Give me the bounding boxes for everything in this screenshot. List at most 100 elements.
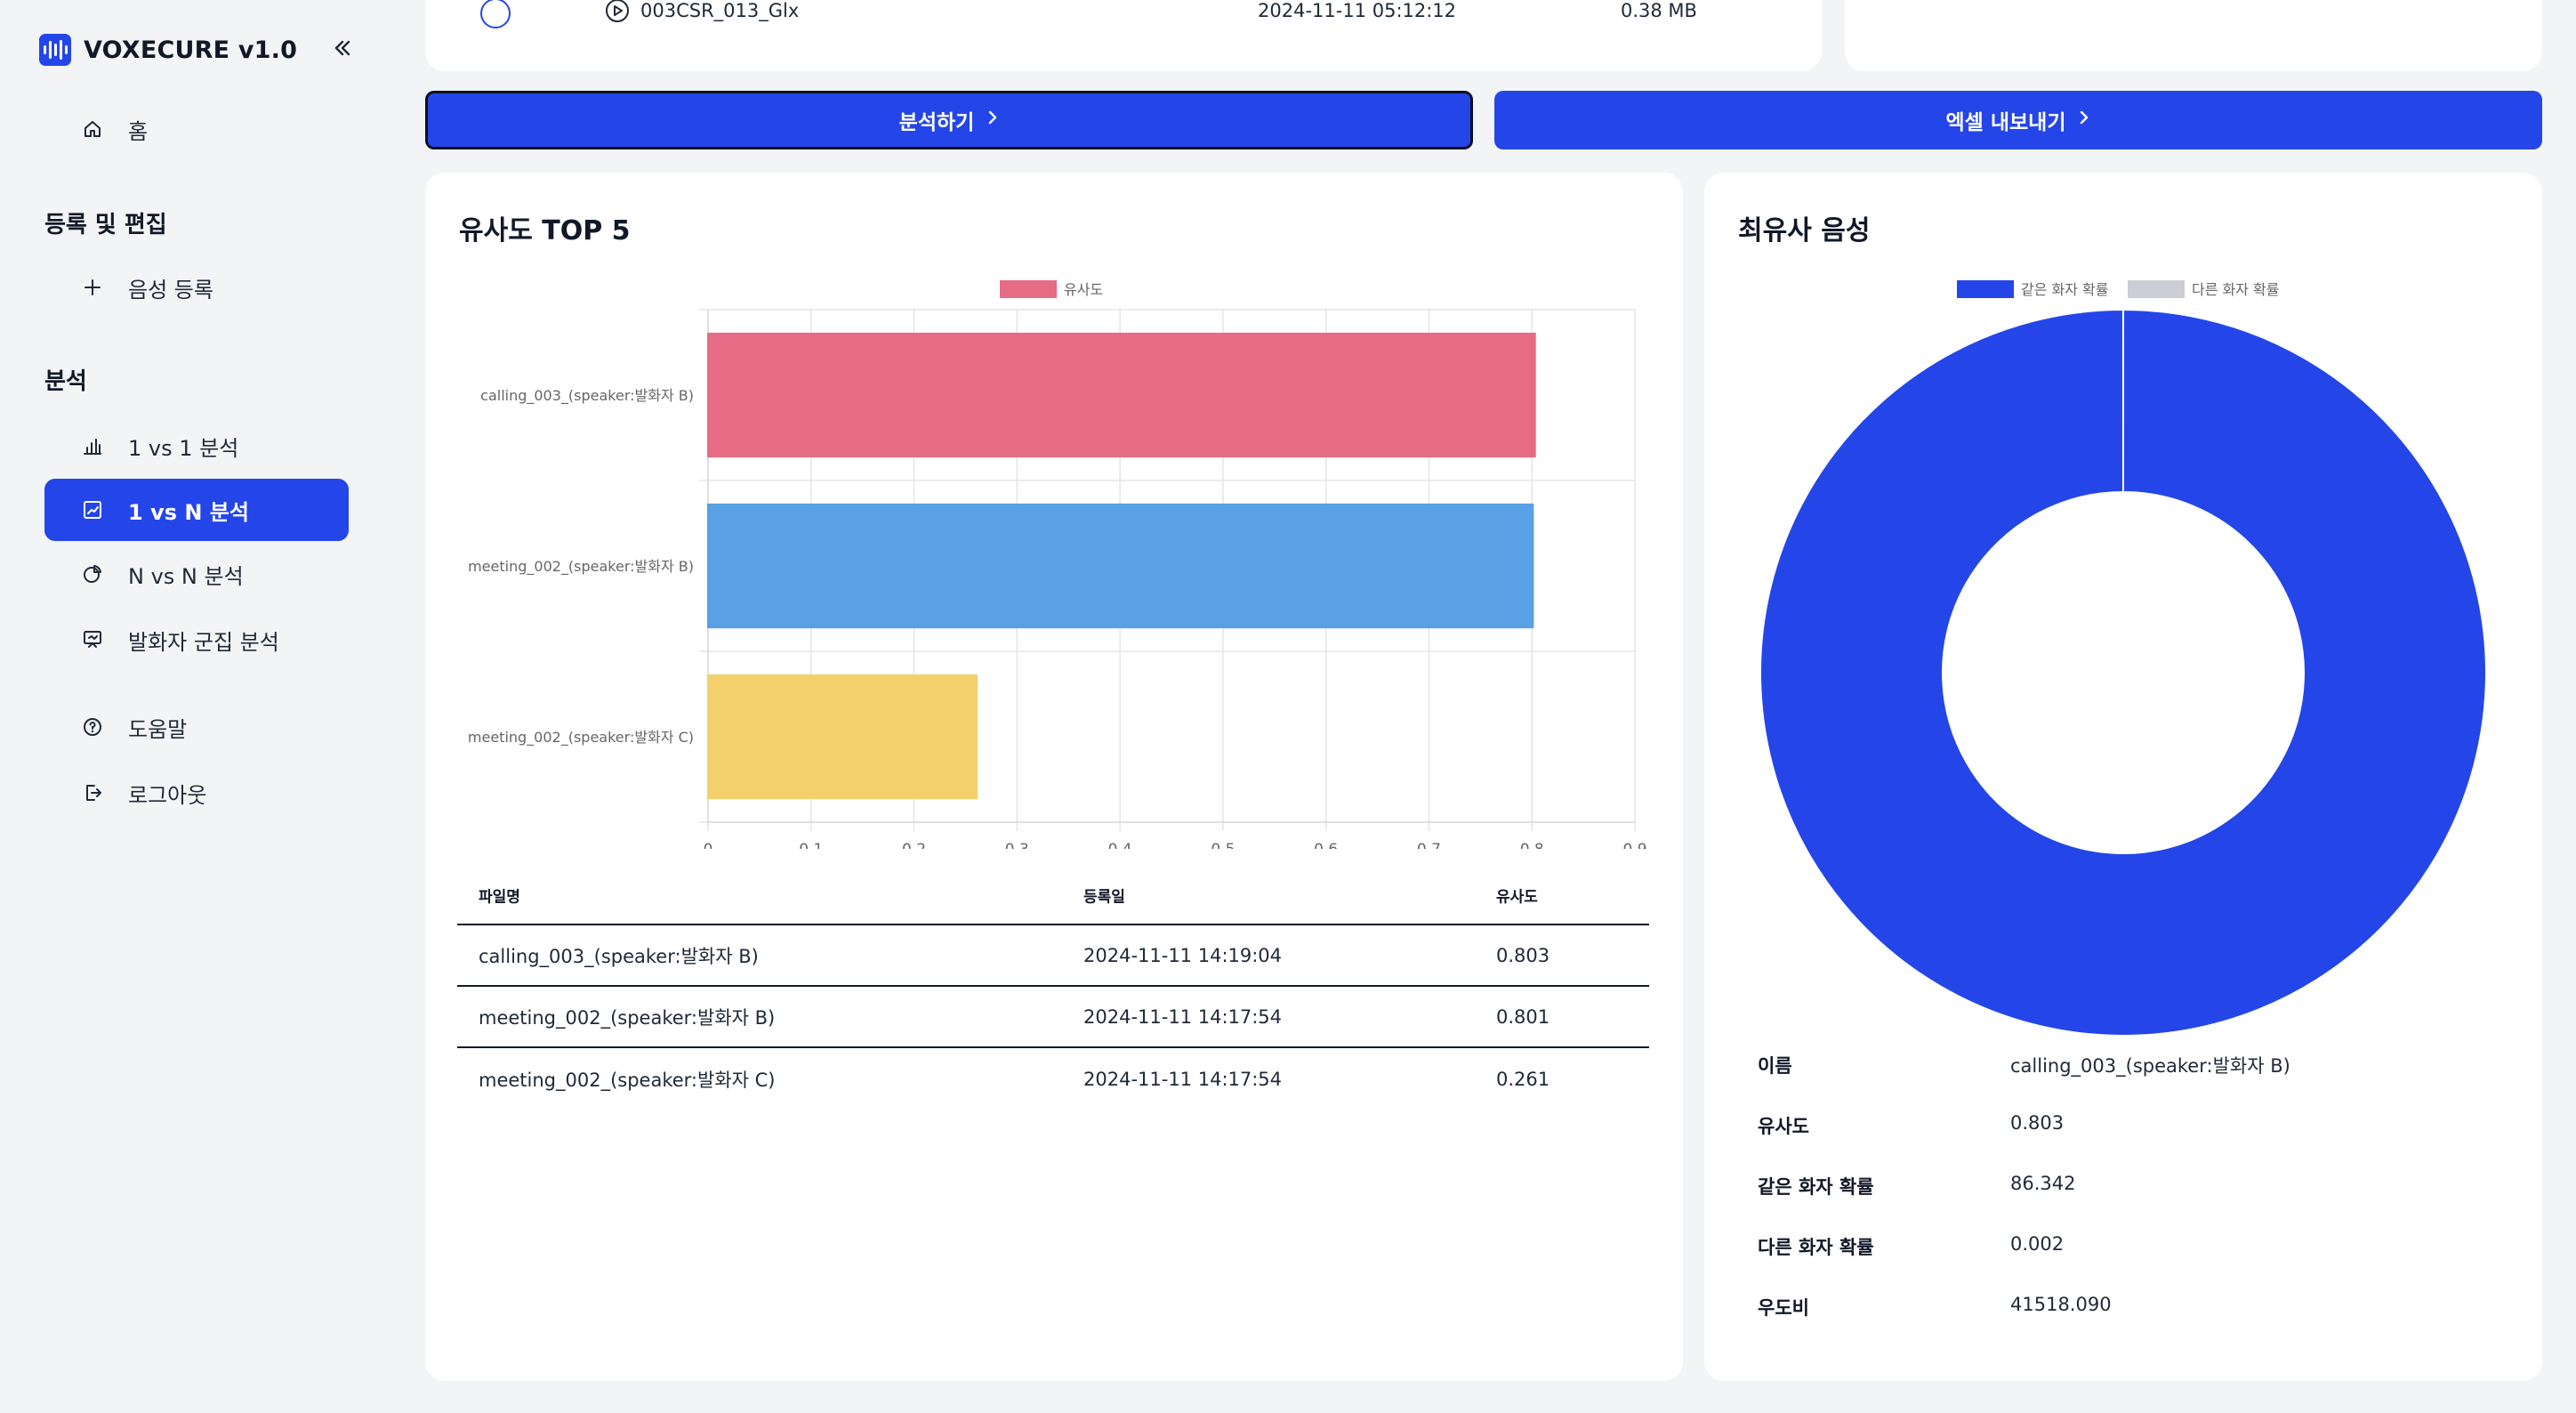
similarity-card-title: 유사도 TOP 5 — [459, 215, 631, 246]
nav-help-label: 도움말 — [128, 716, 188, 742]
info-value: 0.002 — [2010, 1233, 2065, 1255]
file-list-card: 003CSR_013_Glx 2024-11-11 05:12:12 0.38 … — [425, 0, 1822, 71]
info-row-name: 이름 calling_003_(speaker:발화자 B) — [1758, 1052, 2505, 1112]
nav-logout[interactable]: 로그아웃 — [44, 762, 206, 824]
sidebar: VOXECURE v1.0 홈 등록 및 편집 음성 등록 분석 1 vs 1 … — [0, 0, 391, 1413]
info-value: 86.342 — [2010, 1173, 2076, 1194]
x-tick-label: 0.6 — [1314, 841, 1338, 849]
col-similarity: 유사도 — [1496, 888, 1538, 907]
collapse-sidebar-button[interactable] — [329, 34, 356, 62]
nav-speaker-cluster-analysis[interactable]: 발화자 군집 분석 — [44, 609, 349, 671]
y-tick-label: meeting_002_(speaker:발화자 B) — [468, 558, 694, 576]
nav-register-voice-label: 음성 등록 — [128, 277, 213, 303]
row-file-name: calling_003_(speaker:발화자 B) — [479, 945, 759, 967]
x-tick-label: 0.9 — [1622, 841, 1646, 849]
file-name: 003CSR_013_Glx — [640, 0, 800, 21]
similarity-top5-card: 유사도 TOP 5 유사도 0 0.1 0.2 0.3 0.4 0.5 0.6 0.7 0.8 0.… — [425, 173, 1683, 1381]
brand[interactable]: VOXECURE v1.0 — [39, 34, 297, 66]
nav-1vsN-analysis[interactable]: 1 vs N 분석 — [44, 479, 349, 541]
y-tick-label: meeting_002_(speaker:발화자 C) — [468, 729, 694, 747]
nav-NvsN-analysis[interactable]: N vs N 분석 — [44, 543, 349, 605]
section-analysis-title: 분석 — [44, 368, 87, 395]
info-row-diff-speaker: 다른 화자 확률 0.002 — [1758, 1233, 2505, 1294]
nav-help[interactable]: 도움말 — [44, 696, 187, 758]
info-key: 우도비 — [1758, 1297, 1809, 1319]
export-button-label: 엑셀 내보내기 — [1945, 111, 2066, 134]
row-date: 2024-11-11 14:19:04 — [1083, 944, 1283, 966]
x-tick-label: 0.7 — [1417, 841, 1441, 849]
x-tick-label: 0.3 — [1005, 841, 1029, 849]
bar — [707, 503, 1534, 629]
donut-slice — [1759, 308, 2487, 1037]
double-chevron-left-icon — [334, 40, 350, 56]
legend-swatch — [2128, 280, 2185, 298]
similarity-table: 파일명 등록일 유사도 calling_003_(speaker:발화자 B) … — [457, 867, 1649, 1110]
legend-label: 다른 화자 확률 — [2192, 281, 2280, 298]
presentation-icon — [69, 626, 116, 653]
info-key: 같은 화자 확률 — [1758, 1176, 1874, 1198]
similarity-bar-chart: 유사도 0 0.1 0.2 0.3 0.4 0.5 0.6 0.7 0.8 0.9 calling_0… — [468, 280, 1647, 849]
row-score: 0.261 — [1496, 1068, 1550, 1090]
row-score: 0.801 — [1496, 1005, 1550, 1028]
pie-chart-icon — [69, 561, 116, 587]
file-select-radio[interactable] — [480, 0, 511, 28]
bar — [707, 332, 1536, 458]
legend-label: 같은 화자 확률 — [2021, 281, 2109, 298]
row-date: 2024-11-11 14:17:54 — [1083, 1005, 1283, 1028]
info-value: calling_003_(speaker:발화자 B) — [2010, 1055, 2290, 1077]
chart-window-icon — [69, 497, 116, 523]
nearest-card-title: 최유사 음성 — [1738, 215, 1871, 246]
nav-logout-label: 로그아웃 — [128, 782, 207, 808]
file-date: 2024-11-11 05:12:12 — [1258, 0, 1457, 21]
bar — [707, 674, 978, 800]
table-row[interactable]: meeting_002_(speaker:발화자 B) 2024-11-11 1… — [457, 987, 1649, 1048]
x-tick-label: 0.8 — [1520, 841, 1544, 849]
info-key: 다른 화자 확률 — [1758, 1237, 1874, 1258]
y-tick-label: calling_003_(speaker:발화자 B) — [480, 387, 694, 405]
help-circle-icon — [69, 714, 116, 740]
x-tick-label: 0.4 — [1108, 841, 1132, 849]
table-row[interactable]: meeting_002_(speaker:발화자 C) 2024-11-11 1… — [457, 1048, 1649, 1110]
row-file-name: meeting_002_(speaker:발화자 C) — [479, 1069, 776, 1091]
file-size: 0.38 MB — [1621, 0, 1697, 21]
nav-1vs1-analysis[interactable]: 1 vs 1 분석 — [44, 415, 349, 477]
legend-swatch — [1000, 280, 1057, 298]
nav-home-label: 홈 — [128, 118, 149, 144]
nearest-info-list: 이름 calling_003_(speaker:발화자 B) 유사도 0.803… — [1758, 1052, 2505, 1354]
info-row-likelihood-ratio: 우도비 41518.090 — [1758, 1294, 2505, 1354]
bar-chart-icon — [69, 432, 116, 459]
nav-1vs1-label: 1 vs 1 분석 — [128, 435, 239, 461]
nearest-voice-card: 최유사 음성 같은 화자 확률 다른 화자 확률 이름 calling_003_(… — [1704, 173, 2542, 1381]
analyze-button-label: 분석하기 — [898, 111, 975, 134]
app-title: VOXECURE v1.0 — [84, 36, 298, 64]
nav-speaker-cluster-label: 발화자 군집 분석 — [128, 629, 279, 655]
side-top-card — [1845, 0, 2542, 71]
table-row[interactable]: calling_003_(speaker:발화자 B) 2024-11-11 1… — [457, 925, 1649, 987]
table-header: 파일명 등록일 유사도 — [457, 867, 1649, 925]
nav-NvsN-label: N vs N 분석 — [128, 563, 244, 589]
x-tick-label: 0.2 — [902, 841, 926, 849]
nav-register-voice[interactable]: 음성 등록 — [44, 256, 213, 319]
info-key: 유사도 — [1758, 1116, 1809, 1137]
legend-label: 유사도 — [1064, 281, 1103, 298]
export-excel-button[interactable]: 엑셀 내보내기 — [1494, 91, 2542, 149]
info-row-similarity: 유사도 0.803 — [1758, 1112, 2505, 1173]
info-key: 이름 — [1758, 1055, 1792, 1077]
same-speaker-donut-chart: 같은 화자 확률 다른 화자 확률 — [1759, 280, 2487, 1037]
col-register-date: 등록일 — [1083, 888, 1125, 907]
x-tick-label: 0.5 — [1211, 841, 1235, 849]
section-register-title: 등록 및 편집 — [44, 212, 167, 238]
analyze-button[interactable]: 분석하기 — [425, 91, 1473, 149]
plus-icon — [69, 274, 116, 301]
file-row[interactable]: 003CSR_013_Glx 2024-11-11 05:12:12 0.38 … — [425, 0, 1822, 28]
col-file-name: 파일명 — [479, 888, 520, 907]
home-icon — [69, 116, 116, 142]
logout-icon — [69, 779, 116, 806]
chevron-right-icon — [2078, 109, 2090, 132]
info-value: 0.803 — [2010, 1112, 2065, 1134]
info-row-same-speaker: 같은 화자 확률 86.342 — [1758, 1173, 2505, 1233]
voice-wave-icon — [39, 34, 71, 66]
play-icon[interactable] — [605, 0, 630, 28]
legend-swatch — [1957, 280, 2014, 298]
nav-home[interactable]: 홈 — [44, 98, 148, 160]
